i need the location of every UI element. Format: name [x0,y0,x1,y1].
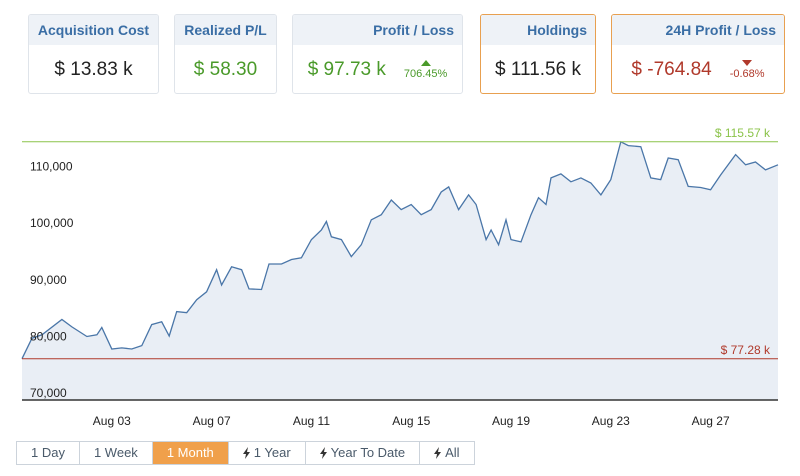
area [22,141,778,401]
change: -0.68% [730,60,765,80]
button-label[interactable]: 1 Year [253,445,291,460]
x-tick-label: Aug 27 [692,414,730,428]
card-title: Profit / Loss [293,15,462,45]
bolt-icon [319,447,327,459]
bolt-icon [434,447,442,459]
x-tick-label: Aug 15 [392,414,430,428]
change-value: 706.45% [403,68,448,80]
card-value: $ 13.83 k [54,59,133,80]
card-title: Acquisition Cost [29,15,158,45]
button-label[interactable]: 1 Month [166,445,214,460]
bolt-icon [242,447,250,459]
card: Acquisition Cost $ 13.83 k [28,14,159,94]
card: Realized P/L $ 58.30 [174,14,277,94]
change: 706.45% [404,60,447,80]
range-button[interactable]: 1 Week [80,442,153,464]
range-button[interactable]: 1 Year [229,442,306,464]
card-title: Realized P/L [175,15,276,45]
y-tick-label: 110,000 [30,160,73,174]
button-label[interactable]: All [445,445,460,460]
range-button[interactable]: 1 Day [17,442,80,464]
card-title: 24H Profit / Loss [612,15,784,45]
change-value: -0.68% [729,68,765,80]
card: Holdings $ 111.56 k [480,14,596,94]
x-tick-label: Aug 03 [93,414,131,428]
reference-label: $ 77.28 k [721,343,771,357]
y-tick-label: 80,000 [30,330,67,344]
x-tick-label: Aug 07 [193,414,231,428]
button-label[interactable]: 1 Day [31,445,65,460]
x-tick-label: Aug 11 [293,414,330,428]
y-tick-label: 90,000 [30,273,67,287]
card-value: $ 97.73 k [307,59,386,80]
x-tick-label: Aug 23 [592,414,630,428]
trend-icon [420,60,431,66]
card: 24H Profit / Loss $ -764.84 -0.68% [611,14,785,94]
x-tick-label: Aug 19 [492,414,530,428]
y-tick-label: 100,000 [30,216,74,230]
line [21,140,779,359]
range-button[interactable]: 1 Month [152,442,229,464]
card-value: $ 111.56 k [495,59,581,80]
trend-icon [742,60,753,66]
range-button[interactable]: All [420,442,473,464]
card-value: $ -764.84 [631,59,712,80]
button-label[interactable]: Year To Date [330,445,406,460]
button-label[interactable]: 1 Week [93,445,138,460]
range-button[interactable]: Year To Date [306,442,421,464]
card: Profit / Loss $ 97.73 k 706.45% [292,14,463,94]
reference-label: $ 115.57 k [715,126,771,140]
y-tick-label: 70,000 [30,386,67,400]
range-selector: 1 Day 1 Week 1 Month 1 Year Year To Date All [16,441,475,465]
card-value: $ 58.30 [193,59,258,80]
card-title: Holdings [481,15,595,45]
